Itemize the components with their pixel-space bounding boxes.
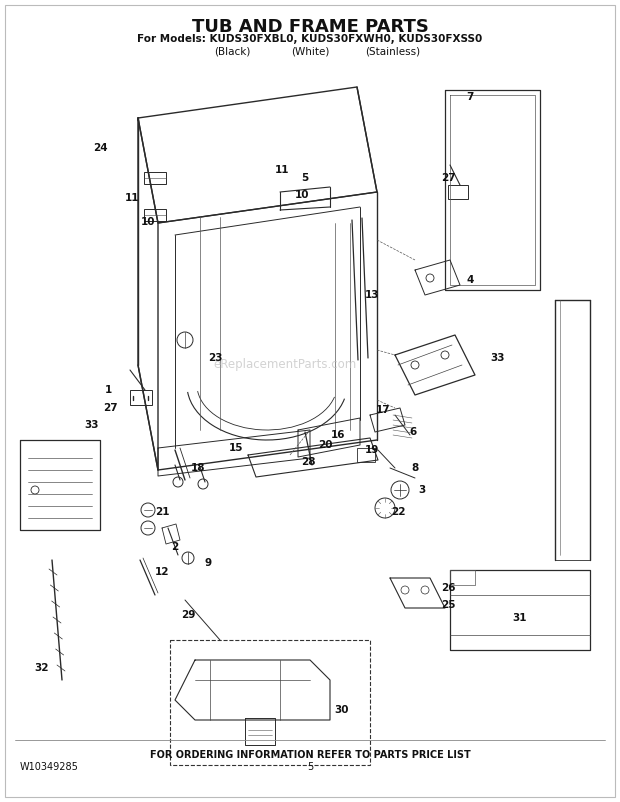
Text: 28: 28 xyxy=(301,457,315,467)
Text: (White): (White) xyxy=(291,46,329,56)
Text: 29: 29 xyxy=(181,610,195,620)
Text: FOR ORDERING INFORMATION REFER TO PARTS PRICE LIST: FOR ORDERING INFORMATION REFER TO PARTS … xyxy=(149,750,471,760)
Text: (Stainless): (Stainless) xyxy=(365,46,420,56)
Text: 15: 15 xyxy=(229,443,243,453)
Text: 32: 32 xyxy=(35,663,49,673)
Text: 21: 21 xyxy=(155,507,169,517)
Text: 19: 19 xyxy=(365,445,379,455)
Text: 30: 30 xyxy=(335,705,349,715)
Text: 20: 20 xyxy=(317,440,332,450)
Text: 27: 27 xyxy=(441,173,455,183)
Text: 16: 16 xyxy=(330,430,345,440)
Bar xyxy=(144,172,166,184)
Text: 24: 24 xyxy=(92,143,107,153)
Text: eReplacementParts.com: eReplacementParts.com xyxy=(213,358,357,371)
Text: TUB AND FRAME PARTS: TUB AND FRAME PARTS xyxy=(192,18,428,36)
Text: 13: 13 xyxy=(365,290,379,300)
Text: 10: 10 xyxy=(294,190,309,200)
Text: 18: 18 xyxy=(191,463,205,473)
Text: W10349285: W10349285 xyxy=(20,762,79,772)
Text: 22: 22 xyxy=(391,507,405,517)
Text: 17: 17 xyxy=(376,405,391,415)
Bar xyxy=(170,640,370,765)
Text: 11: 11 xyxy=(275,165,290,175)
Text: 25: 25 xyxy=(441,600,455,610)
Bar xyxy=(144,209,166,221)
Text: 33: 33 xyxy=(85,420,99,430)
Text: 5: 5 xyxy=(301,173,309,183)
Bar xyxy=(130,390,152,405)
Text: 23: 23 xyxy=(208,353,222,363)
Text: 8: 8 xyxy=(412,463,418,473)
Text: 27: 27 xyxy=(103,403,117,413)
Text: 10: 10 xyxy=(141,217,155,227)
Text: 26: 26 xyxy=(441,583,455,593)
Text: For Models: KUDS30FXBL0, KUDS30FXWH0, KUDS30FXSS0: For Models: KUDS30FXBL0, KUDS30FXWH0, KU… xyxy=(138,34,482,44)
Text: 11: 11 xyxy=(125,193,140,203)
Text: 12: 12 xyxy=(155,567,169,577)
Text: 9: 9 xyxy=(205,558,211,568)
Text: 6: 6 xyxy=(409,427,417,437)
Text: 3: 3 xyxy=(418,485,425,495)
Text: 1: 1 xyxy=(104,385,112,395)
Text: 2: 2 xyxy=(171,542,179,552)
Bar xyxy=(448,185,468,199)
Text: 4: 4 xyxy=(466,275,474,285)
Text: 33: 33 xyxy=(491,353,505,363)
Text: 7: 7 xyxy=(466,92,474,102)
Text: 5: 5 xyxy=(307,762,313,772)
Bar xyxy=(357,448,375,462)
Text: (Black): (Black) xyxy=(214,46,250,56)
Text: 31: 31 xyxy=(513,613,527,623)
